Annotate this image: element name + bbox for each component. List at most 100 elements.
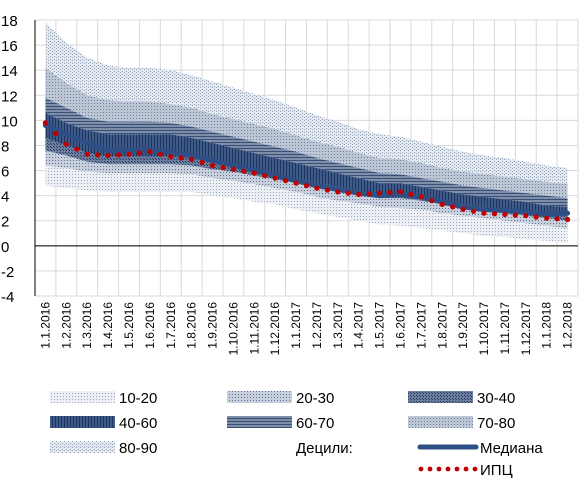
cpi-point-9-0 [230,166,236,172]
cpi-point-19-1 [450,204,456,210]
cpi-point-16-1 [387,189,393,196]
cpi-point-6-1 [178,155,184,161]
cpi-point-22-1 [512,212,518,218]
legend-swatch-10-20 [50,391,115,403]
cpi-point-11-0 [272,175,278,181]
cpi-point-11-1 [283,178,289,184]
x-tick-label-3: 1.4.2016 [101,302,115,349]
y-tick-label-10: -2 [1,264,14,281]
band-20-30 [45,150,568,229]
cpi-point-14-1 [345,190,351,196]
cpi-point-18-0 [418,194,424,200]
legend-label-10-20: 10-20 [119,390,157,407]
x-tick-labels: 1.1.2016 1.2.2016 1.3.2016 1.4.2016 1.5.2016… [38,302,574,356]
legend-label-40-60: 40-60 [119,415,157,432]
cpi-point-18-1 [429,198,435,204]
cpi-point-24-1 [554,216,560,222]
cpi-point-15-1 [366,191,372,197]
cpi-point-17-0 [397,189,404,195]
x-tick-label-23: 1.12.2017 [519,302,533,356]
x-tick-label-8: 1.9.2016 [206,302,220,349]
legend-label-median: Медиана [480,440,543,457]
legend-swatch-40-60 [50,416,115,428]
cpi-point-21-0 [481,210,487,216]
cpi-point-0-1 [53,130,59,137]
x-tick-label-15: 1.4.2017 [352,302,366,349]
cpi-point-8-1 [220,164,226,170]
legend-swatch-20-30 [227,391,292,403]
legend-label-cpi: ИПЦ [480,462,513,479]
cpi-point-1-1 [74,146,80,152]
y-tick-label-3: 12 [1,88,18,105]
x-tick-label-0: 1.1.2016 [38,302,52,349]
cpi-point-24-0 [544,215,550,221]
cpi-point-14-0 [335,189,341,195]
y-tick-label-2: 14 [1,63,18,80]
x-tick-label-12: 1.1.2017 [289,302,303,349]
legend-swatch-60-70 [227,416,292,428]
legend-label-20-30: 20-30 [296,390,334,407]
y-tick-label-11: -4 [1,289,14,306]
band-10-20 [45,165,568,244]
legend-swatch-30-40 [408,391,473,403]
cpi-point-17-1 [408,191,414,197]
x-tick-label-20: 1.9.2017 [456,302,470,349]
legend-label-deciles: Децили: [296,440,353,457]
cpi-point-13-1 [324,187,330,193]
x-tick-label-17: 1.6.2017 [393,302,407,349]
axes [34,20,578,296]
x-tick-label-2: 1.3.2016 [80,302,94,349]
cpi-dots [42,120,571,223]
cpi-point-21-1 [491,211,498,217]
y-tick-label-4: 10 [1,113,18,130]
x-tick-label-6: 1.7.2016 [164,302,178,349]
band-40-60 [45,112,568,216]
legend-swatch-70-80 [408,416,473,428]
legend-label-80-90: 80-90 [119,440,157,457]
band-70-80 [45,67,568,199]
band-80-90 [45,22,568,185]
cpi-point-8-0 [209,162,216,169]
x-tick-label-5: 1.6.2016 [143,302,157,349]
cpi-point-15-0 [356,191,362,197]
y-tick-label-9: 0 [1,239,9,256]
x-tick-label-9: 1.10.2016 [226,302,240,356]
x-tick-label-22: 1.11.2017 [498,302,512,355]
x-tick-label-4: 1.5.2016 [122,302,136,349]
cpi-point-2-0 [84,151,90,157]
x-tick-label-21: 1.10.2017 [477,302,491,356]
cpi-point-0-0 [42,120,49,126]
cpi-point-13-0 [314,185,320,191]
cpi-point-20-1 [471,208,477,214]
x-tick-label-11: 1.12.2016 [268,302,282,356]
decile-bands [45,22,568,244]
x-tick-label-14: 1.3.2017 [331,302,345,349]
cpi-point-25-0 [565,216,571,223]
cpi-point-7-0 [189,156,195,162]
legend-label-60-70: 60-70 [296,415,334,432]
cpi-point-3-1 [115,152,122,158]
cpi-point-7-1 [199,159,205,165]
legend: 10-20 20-30 30-40 40-60 60-70 70-80 80-9… [50,390,543,479]
x-tick-label-16: 1.5.2017 [373,302,387,349]
cpi-point-5-1 [157,151,163,157]
x-tick-label-13: 1.2.2017 [310,302,324,349]
cpi-point-4-0 [126,151,132,157]
legend-label-30-40: 30-40 [477,390,515,407]
x-tick-label-7: 1.8.2016 [185,302,199,349]
cpi-point-1-0 [63,141,69,147]
cpi-point-12-1 [303,183,310,189]
cpi-point-4-1 [136,150,142,156]
legend-label-70-80: 70-80 [477,415,515,432]
cpi-point-20-0 [460,206,466,212]
cpi-point-23-1 [533,214,539,220]
y-tick-label-1: 16 [1,38,18,55]
x-tick-label-10: 1.11.2016 [247,302,261,355]
y-tick-label-5: 8 [1,138,9,155]
x-tick-label-25: 1.2.2018 [561,302,575,349]
cpi-point-2-1 [95,152,101,158]
y-tick-labels: 18 16 14 12 10 8 6 4 2 0 -2 -4 [1,13,18,306]
cpi-point-23-0 [523,213,529,219]
cpi-point-5-0 [147,149,153,155]
cpi-point-6-0 [168,154,174,160]
